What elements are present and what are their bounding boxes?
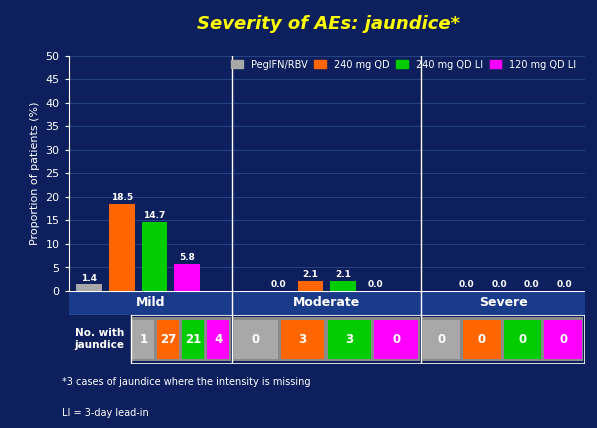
Bar bbox=[207, 319, 229, 359]
Bar bbox=[158, 319, 179, 359]
Text: 0: 0 bbox=[559, 333, 567, 346]
Legend: PeglFN/RBV, 240 mg QD, 240 mg QD LI, 120 mg QD LI: PeglFN/RBV, 240 mg QD, 240 mg QD LI, 120… bbox=[227, 56, 580, 74]
Text: No. with
jaundice: No. with jaundice bbox=[75, 328, 125, 350]
Bar bbox=[421, 291, 585, 315]
Text: 1.4: 1.4 bbox=[81, 273, 97, 282]
Bar bbox=[69, 291, 232, 315]
Text: *3 cases of jaundice where the intensity is missing: *3 cases of jaundice where the intensity… bbox=[62, 377, 310, 387]
Text: 0.0: 0.0 bbox=[491, 280, 507, 289]
Bar bbox=[298, 281, 324, 291]
Y-axis label: Proportion of patients (%): Proportion of patients (%) bbox=[30, 101, 40, 245]
Text: LI = 3-day lead-in: LI = 3-day lead-in bbox=[62, 407, 149, 418]
Bar bbox=[234, 319, 278, 359]
Text: 0: 0 bbox=[392, 333, 400, 346]
Text: 0: 0 bbox=[438, 333, 445, 346]
Text: 0: 0 bbox=[478, 333, 486, 346]
Text: 2.1: 2.1 bbox=[303, 270, 318, 279]
Bar bbox=[421, 317, 583, 361]
Bar bbox=[141, 222, 167, 291]
Bar bbox=[76, 285, 102, 291]
Text: 0.0: 0.0 bbox=[459, 280, 475, 289]
Text: 14.7: 14.7 bbox=[143, 211, 165, 220]
Bar bbox=[463, 319, 501, 359]
Text: 0.0: 0.0 bbox=[556, 280, 573, 289]
Text: 3: 3 bbox=[345, 333, 353, 346]
Text: 21: 21 bbox=[185, 333, 201, 346]
Bar bbox=[133, 319, 155, 359]
Text: Mild: Mild bbox=[136, 296, 165, 309]
Bar bbox=[109, 204, 135, 291]
Text: 18.5: 18.5 bbox=[111, 193, 133, 202]
Text: 3: 3 bbox=[298, 333, 307, 346]
Bar bbox=[183, 319, 204, 359]
Text: 4: 4 bbox=[214, 333, 223, 346]
Text: 2.1: 2.1 bbox=[336, 270, 351, 279]
Bar bbox=[374, 319, 418, 359]
Text: Moderate: Moderate bbox=[293, 296, 361, 309]
Bar bbox=[423, 319, 460, 359]
Text: Severity of AEs: jaundice*: Severity of AEs: jaundice* bbox=[197, 15, 460, 33]
Text: 0: 0 bbox=[518, 333, 527, 346]
Bar bbox=[544, 319, 582, 359]
Bar bbox=[174, 264, 200, 291]
Text: 0: 0 bbox=[252, 333, 260, 346]
Text: 27: 27 bbox=[160, 333, 177, 346]
Bar bbox=[232, 291, 421, 315]
Bar bbox=[328, 319, 371, 359]
Bar bbox=[330, 281, 356, 291]
Text: 1: 1 bbox=[139, 333, 147, 346]
Text: Severe: Severe bbox=[479, 296, 528, 309]
Text: 0.0: 0.0 bbox=[270, 280, 286, 289]
Bar bbox=[131, 317, 231, 361]
Text: 0.0: 0.0 bbox=[368, 280, 383, 289]
Bar bbox=[232, 317, 420, 361]
Bar bbox=[69, 315, 131, 364]
Bar bbox=[504, 319, 541, 359]
Text: 5.8: 5.8 bbox=[179, 253, 195, 262]
Text: 0.0: 0.0 bbox=[524, 280, 540, 289]
Bar bbox=[281, 319, 324, 359]
